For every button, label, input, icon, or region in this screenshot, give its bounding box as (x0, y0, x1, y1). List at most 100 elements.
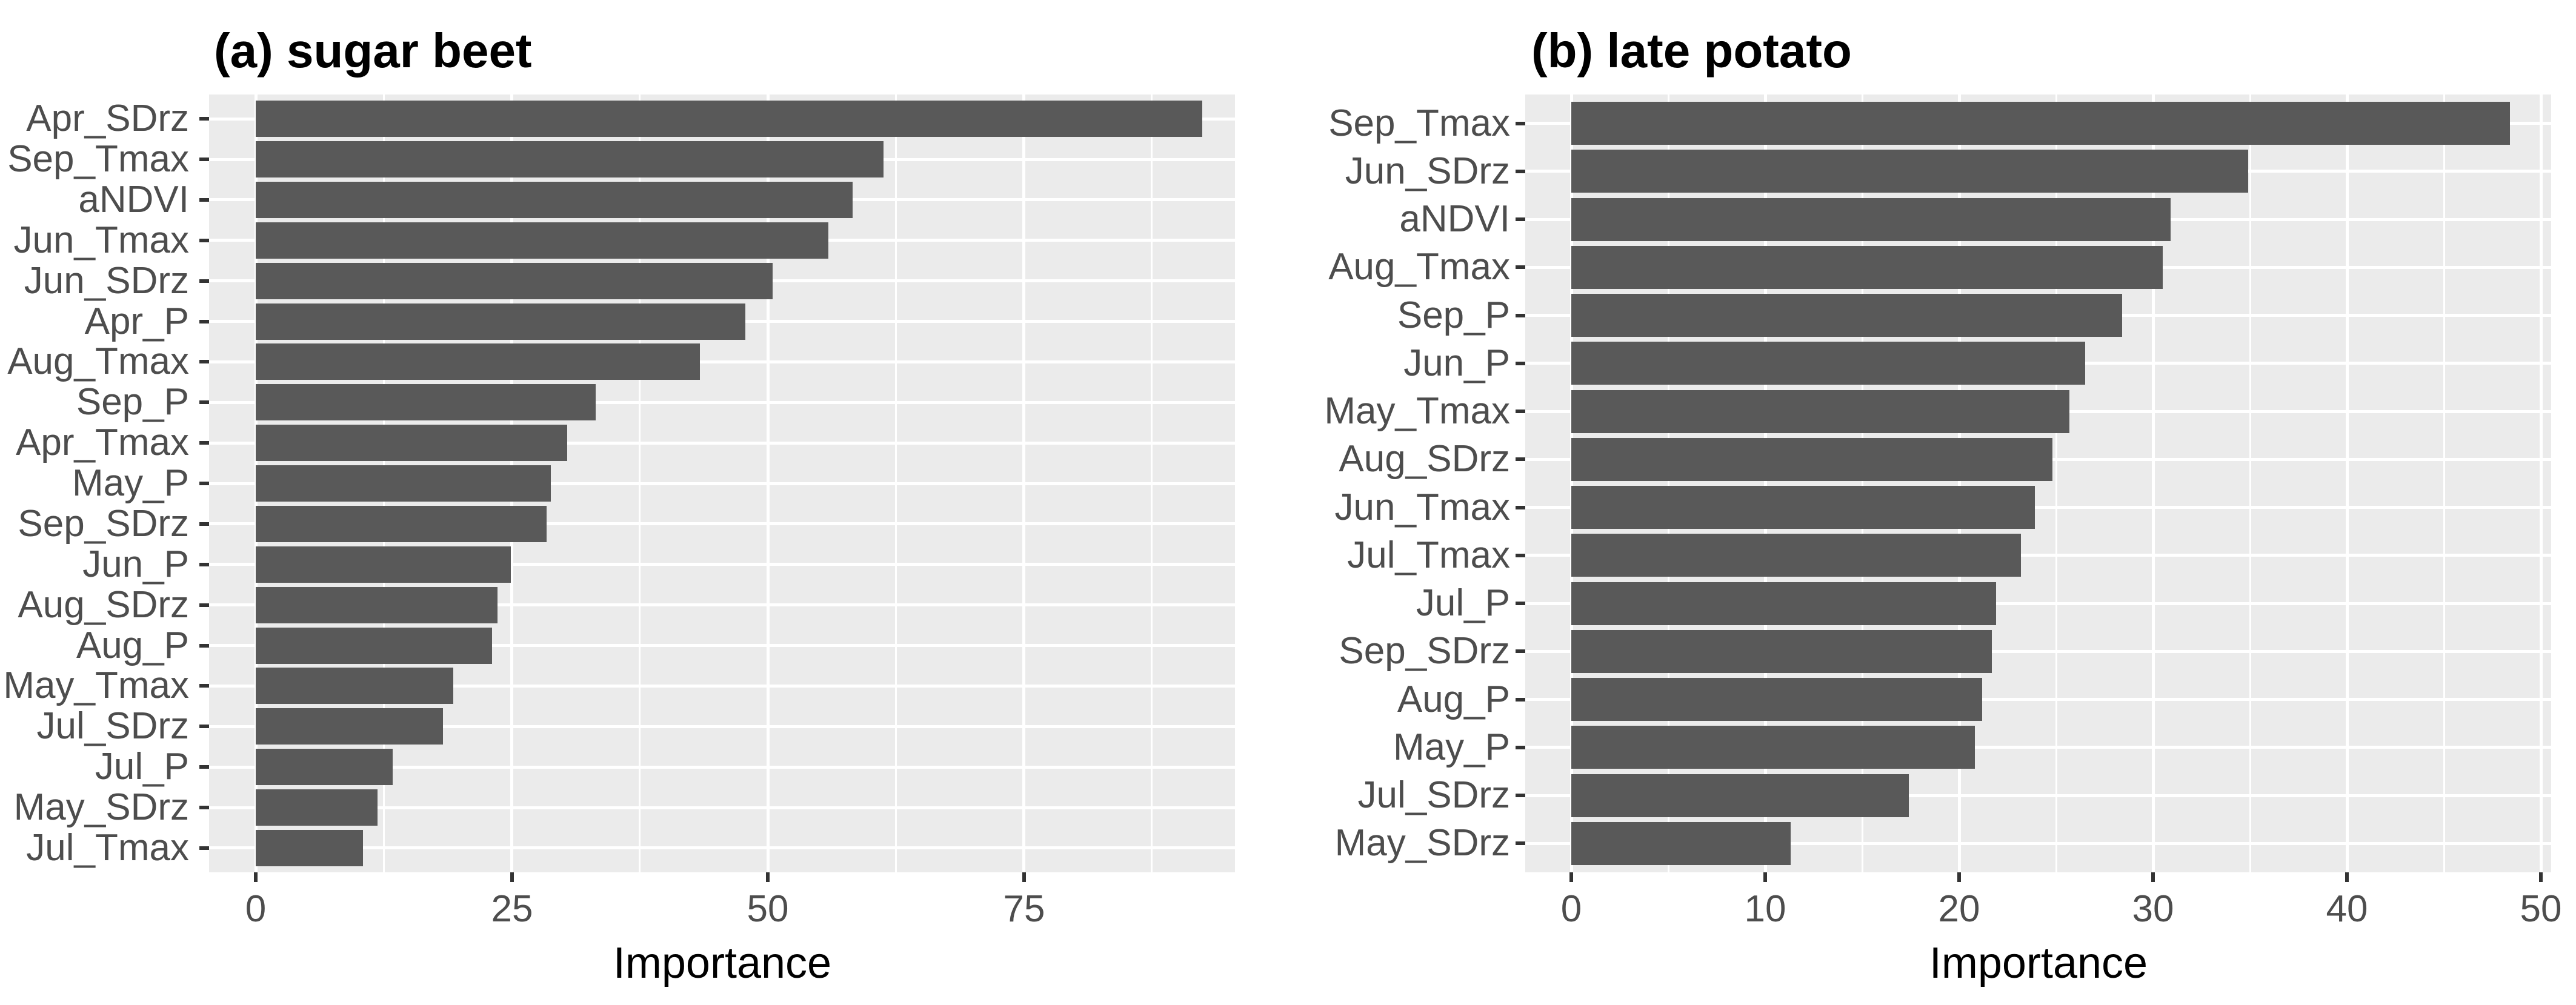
chart-a-x-axis-title: Importance (613, 939, 832, 987)
gridline-major-vertical (1570, 95, 1573, 872)
y-axis-tick (1516, 362, 1525, 365)
gridline-major-horizontal (209, 522, 1235, 525)
y-axis-label: Jun_Tmax (13, 219, 189, 261)
y-axis-label: Jun_SDrz (1345, 150, 1510, 192)
importance-bar (256, 384, 596, 420)
chart-a-title: (a) sugar beet (214, 24, 532, 78)
x-axis-tick (2539, 872, 2543, 882)
gridline-major-horizontal (1525, 602, 2551, 605)
importance-bar (256, 303, 745, 340)
y-axis-label: May_P (72, 462, 189, 504)
importance-bar (1571, 246, 2163, 289)
x-axis-tick-label: 40 (2326, 888, 2368, 930)
importance-bar (1571, 342, 2085, 385)
y-axis-tick (199, 320, 209, 323)
y-axis-tick (199, 198, 209, 202)
importance-bar (256, 546, 511, 583)
y-axis-label: Jun_SDrz (24, 260, 189, 302)
gridline-major-horizontal (209, 360, 1235, 363)
y-axis-label: Aug_P (76, 625, 189, 666)
y-axis-tick (199, 644, 209, 648)
gridline-minor-vertical (895, 95, 897, 872)
y-axis-tick (199, 522, 209, 526)
importance-bar (256, 182, 853, 218)
gridline-major-vertical (2152, 95, 2155, 872)
importance-bar (256, 425, 567, 461)
y-axis-tick (1516, 746, 1525, 749)
y-axis-label: Sep_Tmax (1328, 102, 1510, 144)
chart-b-title: (b) late potato (1531, 24, 1852, 78)
gridline-major-vertical (2540, 95, 2543, 872)
y-axis-tick (199, 765, 209, 769)
x-axis-tick (1763, 872, 1767, 882)
importance-bar (256, 587, 498, 623)
importance-bar (256, 141, 884, 177)
x-axis-tick-label: 0 (1560, 888, 1582, 930)
gridline-major-horizontal (209, 766, 1235, 769)
x-axis-tick-label: 50 (2520, 888, 2562, 930)
y-axis-tick (1516, 314, 1525, 317)
importance-bar (1571, 726, 1975, 769)
y-axis-tick (1516, 170, 1525, 173)
x-axis-tick (1022, 872, 1026, 882)
importance-bar (256, 343, 700, 380)
x-axis-tick-label: 50 (747, 888, 789, 930)
y-axis-tick (1516, 794, 1525, 797)
y-axis-tick (199, 239, 209, 242)
importance-bar (1571, 774, 1909, 817)
y-axis-label: Aug_Tmax (1328, 246, 1510, 288)
y-axis-tick (1516, 457, 1525, 461)
y-axis-label: aNDVI (1399, 198, 1510, 240)
y-axis-label: Jul_SDrz (1357, 774, 1510, 816)
y-axis-tick (199, 603, 209, 607)
y-axis-tick (1516, 265, 1525, 269)
importance-bar (256, 101, 1202, 137)
importance-bar (1571, 438, 2052, 481)
y-axis-label: Apr_Tmax (16, 422, 189, 463)
y-axis-label: May_Tmax (3, 665, 189, 706)
importance-bar (1571, 294, 2122, 337)
x-axis-tick-label: 20 (1938, 888, 1980, 930)
y-axis-tick (1516, 122, 1525, 125)
x-axis-tick (510, 872, 514, 882)
importance-bar (256, 628, 492, 664)
y-axis-label: aNDVI (78, 179, 189, 221)
chart-b-x-axis-title: Importance (1929, 939, 2148, 987)
y-axis-tick (199, 725, 209, 728)
importance-bar (256, 789, 378, 826)
y-axis-tick (199, 846, 209, 850)
y-axis-tick (199, 684, 209, 688)
y-axis-tick (199, 441, 209, 445)
gridline-major-vertical (2346, 95, 2349, 872)
x-axis-tick (254, 872, 258, 882)
gridline-major-horizontal (1525, 794, 2551, 797)
gridline-major-horizontal (1525, 698, 2551, 701)
y-axis-tick (199, 360, 209, 363)
importance-bar (256, 749, 393, 785)
y-axis-label: Aug_P (1397, 678, 1510, 720)
gridline-minor-vertical (639, 95, 641, 872)
x-axis-tick (2345, 872, 2349, 882)
importance-bar (256, 668, 453, 704)
importance-bar (1571, 630, 1992, 673)
gridline-major-horizontal (209, 563, 1235, 566)
gridline-minor-vertical (1668, 95, 1669, 872)
y-axis-label: Sep_P (76, 381, 189, 423)
gridline-major-horizontal (1525, 554, 2551, 557)
y-axis-label: May_Tmax (1324, 390, 1510, 432)
importance-bar (1571, 822, 1791, 865)
y-axis-label: Jun_P (1403, 342, 1510, 384)
importance-bar (1571, 678, 1982, 721)
gridline-minor-vertical (2443, 95, 2445, 872)
y-axis-label: Aug_Tmax (7, 340, 189, 382)
y-axis-label: May_SDrz (13, 786, 189, 828)
gridline-major-horizontal (1525, 842, 2551, 845)
gridline-major-vertical (1764, 95, 1767, 872)
y-axis-tick (199, 806, 209, 809)
y-axis-label: Jul_Tmax (26, 827, 189, 869)
importance-bar (1571, 390, 2069, 433)
importance-bar (256, 708, 443, 745)
y-axis-tick (1516, 698, 1525, 702)
y-axis-tick (1516, 506, 1525, 509)
y-axis-label: Sep_Tmax (7, 138, 189, 180)
